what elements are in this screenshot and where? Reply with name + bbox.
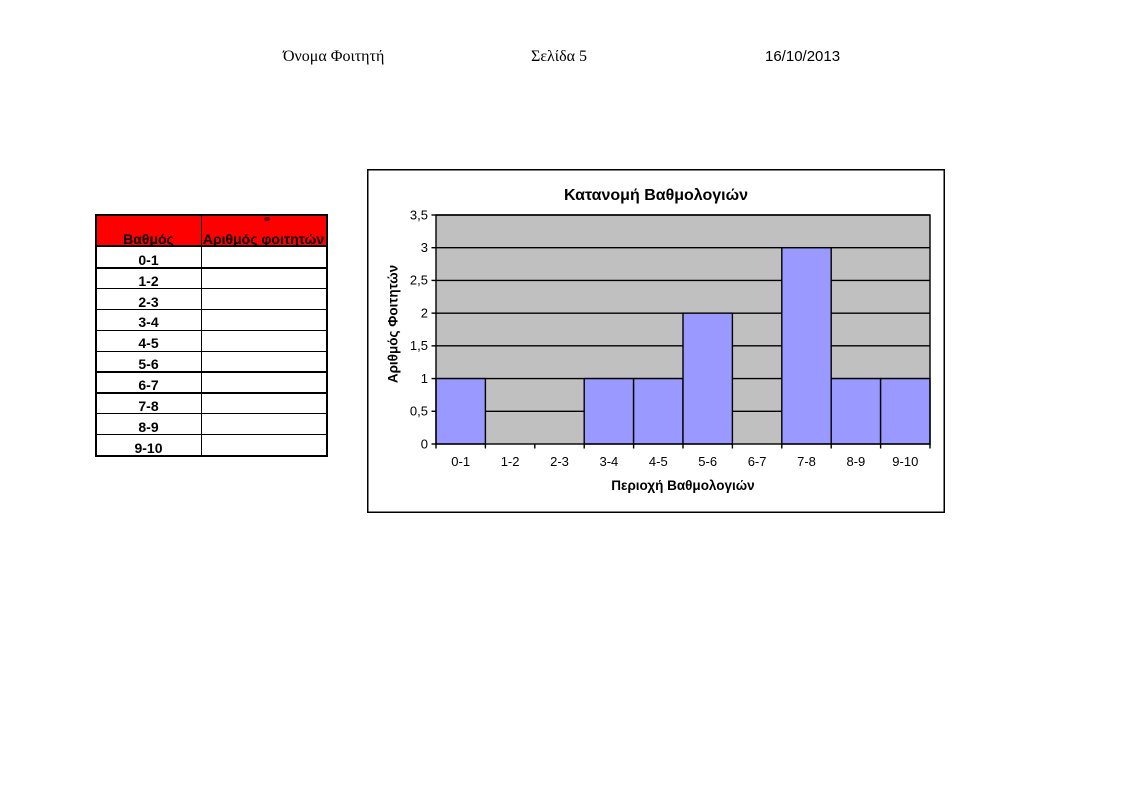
svg-text:Κατανομή Βαθμολογιών: Κατανομή Βαθμολογιών	[564, 187, 748, 204]
svg-text:2: 2	[421, 305, 428, 320]
svg-text:2,5: 2,5	[410, 273, 428, 288]
svg-text:5-6: 5-6	[698, 454, 717, 469]
svg-text:Περιοχή Βαθμολογιών: Περιοχή Βαθμολογιών	[611, 478, 754, 493]
svg-text:6-7: 6-7	[748, 454, 767, 469]
svg-text:0: 0	[421, 436, 428, 451]
svg-text:0,5: 0,5	[410, 404, 428, 419]
svg-text:3,5: 3,5	[410, 207, 428, 222]
svg-text:0-1: 0-1	[451, 454, 470, 469]
svg-text:1-2: 1-2	[501, 454, 520, 469]
svg-text:Αριθμός Φοιτητών: Αριθμός Φοιτητών	[386, 265, 401, 383]
svg-text:4-5: 4-5	[649, 454, 668, 469]
svg-text:3: 3	[421, 240, 428, 255]
svg-text:1,5: 1,5	[410, 338, 428, 353]
svg-text:1: 1	[421, 371, 428, 386]
svg-text:3-4: 3-4	[600, 454, 619, 469]
svg-text:8-9: 8-9	[847, 454, 866, 469]
svg-text:9-10: 9-10	[892, 454, 918, 469]
svg-text:7-8: 7-8	[797, 454, 816, 469]
svg-text:2-3: 2-3	[550, 454, 569, 469]
